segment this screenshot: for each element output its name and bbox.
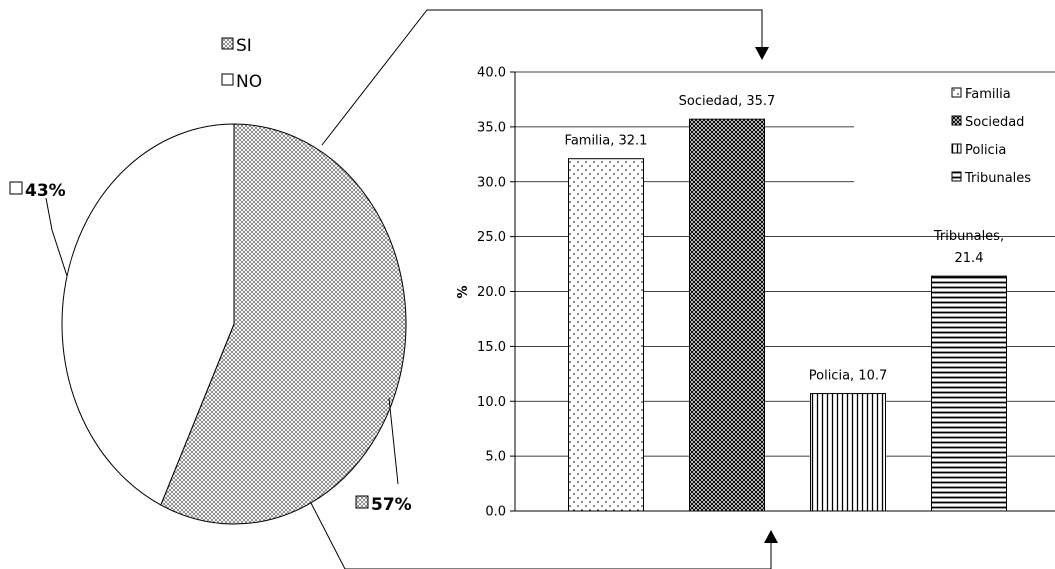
pie-legend-item-no: NO [221,72,262,92]
pie-legend-label-no: NO [236,72,262,92]
pie-slice-si [160,123,407,525]
bar-data-labels: Familia, 32.1 Sociedad, 35.7 Policia, 10.7… [565,94,1005,383]
pie-slices [61,123,407,525]
pie-slice-no [61,123,235,506]
pie-label-swatch-si [355,495,369,509]
bars [568,118,1007,512]
data-label-policia: Policia, 10.7 [809,369,888,384]
pie-legend-label-si: SI [236,36,252,56]
connector-lines [310,9,778,569]
bar-tribunales [931,275,1007,512]
data-label-tribunales: 21.4 [955,251,984,266]
legend-swatch-tribunales [951,171,962,182]
bar-policia [810,393,886,512]
data-label-sociedad: Sociedad, 35.7 [679,94,776,109]
bar-legend: Familia Sociedad Policia Tribunales [854,84,1055,188]
bar-familia [568,158,644,512]
data-label-familia: Familia, 32.1 [565,134,648,149]
pie-label-no: 43% [9,181,66,201]
y-tick-label: 0.0 [485,505,506,520]
pie-legend-item-si: SI [221,36,252,56]
y-tick-labels: 0.0 5.0 10.0 15.0 20.0 25.0 30.0 35.0 40.0 [477,66,506,520]
pie-label-swatch-no [9,181,23,195]
legend-swatch-policia [951,143,962,154]
pie-label-si: 57% [355,495,412,515]
legend-label-familia: Familia [965,87,1011,102]
y-tick-label: 10.0 [477,395,506,410]
pie-leader-no [45,197,68,277]
y-axis-label: % [456,285,471,298]
pie-legend-swatch-si [221,37,234,50]
pie-legend: SI NO [221,36,262,92]
connector-top-arrowhead [755,47,769,60]
connector-bottom [310,502,772,569]
pie-legend-swatch-no [221,73,234,86]
y-tick-label: 20.0 [477,285,506,300]
pie-leader-si [388,397,399,485]
pie-chart: SI NO 43% 57% [9,36,412,525]
bar-sociedad [689,118,765,512]
y-tick-label: 15.0 [477,340,506,355]
data-label-tribunales: Tribunales, [933,229,1004,244]
connector-top [321,9,763,146]
pie-label-text-si: 57% [371,495,412,515]
y-tick-label: 30.0 [477,175,506,190]
connector-bottom-arrowhead [764,530,778,543]
y-tick-label: 35.0 [477,120,506,135]
pie-label-text-no: 43% [25,181,66,201]
bar-chart: 0.0 5.0 10.0 15.0 20.0 25.0 30.0 35.0 40.0 % Fam… [456,66,1055,520]
legend-swatch-sociedad [951,115,962,126]
legend-label-policia: Policia [965,143,1006,158]
y-tick-label: 25.0 [477,230,506,245]
y-tick-label: 40.0 [477,66,506,81]
legend-swatch-familia [951,87,962,98]
legend-label-tribunales: Tribunales [964,171,1031,186]
y-tick-label: 5.0 [485,450,506,465]
legend-label-sociedad: Sociedad [965,115,1024,130]
